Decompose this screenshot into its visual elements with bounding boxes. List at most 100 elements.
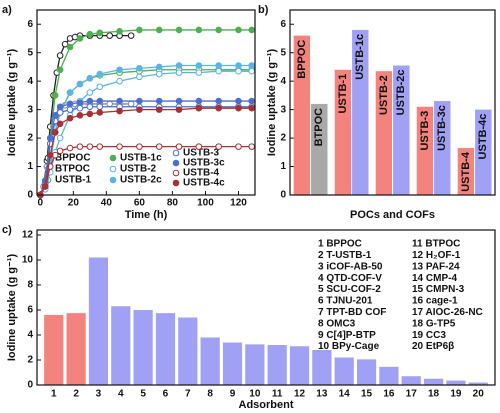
legend-item: 11 BTPOC [412, 239, 460, 250]
y-tick-label: 2 [27, 133, 33, 144]
data-point [215, 26, 222, 34]
bar [44, 315, 64, 385]
bar [289, 346, 310, 385]
y-tick-label: 4 [27, 330, 33, 341]
legend-item: 13 PAF-24 [412, 261, 460, 272]
legend-label: BTPOC [55, 164, 90, 175]
x-tick-label: 100 [197, 198, 214, 209]
bar [293, 35, 311, 195]
bar-label: USTB-4c [477, 114, 489, 160]
y-tick-label: 6 [27, 305, 33, 316]
x-tick-label: 120 [230, 198, 247, 209]
bar-label: BTPOC [313, 108, 325, 147]
legend-marker [109, 165, 117, 173]
data-point [51, 92, 59, 99]
y-tick-label: 0 [27, 190, 33, 201]
legend-marker [109, 154, 117, 162]
bar-label: USTB-1 [337, 74, 349, 114]
y-axis-label: Iodine uptake (g g⁻¹) [6, 49, 18, 157]
x-tick-label: 60 [134, 198, 146, 209]
bar [401, 376, 421, 385]
bar [356, 359, 377, 385]
data-point [235, 104, 242, 112]
legend-marker [172, 159, 180, 167]
data-point [76, 143, 84, 150]
y-axis-label: Iodine uptake (g g⁻¹) [266, 49, 278, 157]
data-point [235, 26, 242, 34]
bar [155, 313, 176, 385]
panel-label: a) [2, 4, 12, 16]
data-point [66, 114, 74, 122]
data-point [136, 97, 143, 105]
legend-item: 5 SCU-COF-2 [318, 284, 381, 295]
data-point [127, 100, 135, 108]
data-point [155, 97, 163, 105]
bar [311, 103, 328, 195]
legend-item: 16 cage-1 [412, 296, 458, 307]
data-point [116, 28, 123, 35]
data-point [86, 110, 94, 118]
data-point [86, 89, 94, 96]
data-point [136, 65, 143, 72]
legend-marker [172, 179, 180, 187]
data-point [127, 32, 135, 39]
bar [393, 65, 410, 195]
data-point [175, 97, 183, 105]
data-point [155, 63, 163, 71]
legend-item: 3 iCOF-AB-50 [318, 261, 383, 272]
legend-item: 6 TJNU-201 [318, 296, 373, 307]
x-axis-label: POCs and COFs [350, 209, 435, 221]
legend-label: USTB-2c [120, 175, 162, 186]
x-tick-label: 2 [73, 389, 79, 400]
y-tick-label: 1 [27, 161, 33, 172]
x-axis-label: Adsorbent [239, 399, 294, 411]
data-point [61, 40, 69, 48]
data-point [76, 112, 84, 119]
bar-label: BPPOC [296, 40, 308, 79]
legend-item: 14 CMP-4 [412, 273, 457, 284]
legend-item: 8 OMC3 [318, 318, 356, 329]
data-point [235, 143, 242, 150]
data-point [96, 97, 104, 105]
legend-item: 19 CC3 [412, 330, 446, 341]
bar [334, 69, 352, 195]
x-tick-label: 10 [249, 389, 261, 400]
data-point [106, 100, 113, 108]
x-tick-label: 7 [185, 389, 191, 400]
bar [379, 366, 399, 385]
legend-item: 10 BPy-Cage [318, 341, 380, 352]
x-tick-label: 16 [383, 389, 395, 400]
data-point [86, 103, 94, 111]
data-point [66, 43, 74, 51]
y-tick-label: 10 [22, 255, 34, 266]
x-tick-label: 8 [207, 389, 213, 400]
x-tick-label: 9 [230, 389, 236, 400]
y-tick-label: 0 [280, 190, 286, 201]
legend-item: 4 QTD-COF-V [318, 273, 382, 284]
data-point [215, 104, 222, 112]
y-tick-label: 3 [27, 104, 33, 115]
y-tick-label: 12 [22, 230, 34, 241]
data-point [96, 103, 104, 111]
bar [222, 342, 243, 385]
data-point [175, 69, 183, 76]
data-point [195, 26, 203, 34]
y-tick-label: 2 [27, 355, 33, 366]
data-point [136, 26, 143, 34]
y-tick-label: 8 [27, 280, 33, 291]
bar-label: USTB-3c [436, 105, 448, 151]
x-tick-label: 18 [428, 389, 440, 400]
data-point [136, 73, 143, 81]
data-point [96, 29, 104, 37]
plot-frame [36, 229, 496, 386]
x-tick-label: 3 [96, 389, 102, 400]
data-point [155, 106, 163, 113]
data-point [76, 35, 84, 42]
data-point [66, 106, 74, 113]
y-tick-label: 2 [280, 133, 286, 144]
data-point [136, 143, 143, 150]
data-point [248, 143, 255, 150]
legend-label: USTB-1 [55, 175, 92, 186]
plot-frame [289, 9, 496, 196]
bar [111, 306, 131, 385]
